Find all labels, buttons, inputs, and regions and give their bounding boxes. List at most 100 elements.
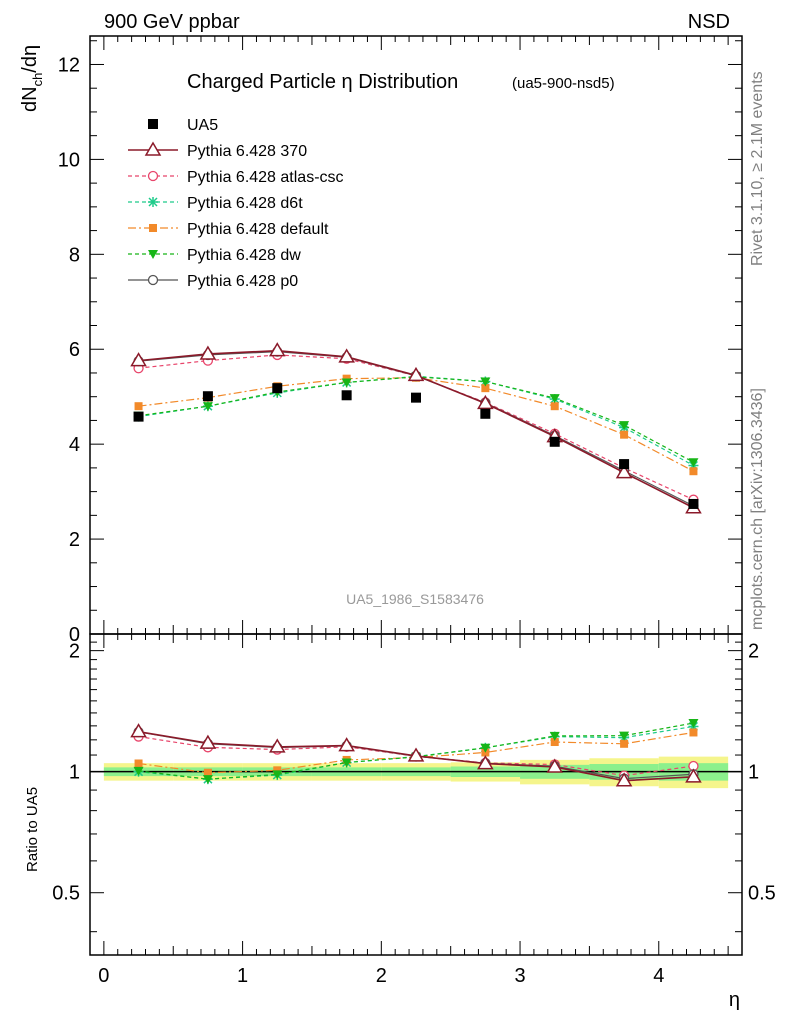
point-default [620, 430, 629, 439]
point-dw [688, 458, 699, 468]
legend-label: Pythia 6.428 p0 [187, 273, 298, 290]
analysis-watermark: UA5_1986_S1583476 [346, 591, 484, 607]
ratio-y-axis-title: Ratio to UA5 [24, 787, 41, 872]
data-point-ua5 [202, 391, 213, 402]
plot-title: Charged Particle η Distribution (ua5-900… [187, 71, 615, 93]
series-line-dw [138, 376, 694, 463]
panel-frames [89, 35, 743, 956]
point-default [689, 467, 698, 476]
legend-entry: Pythia 6.428 default [128, 221, 329, 238]
ratio-point-p370 [199, 734, 217, 749]
point-p370 [407, 366, 425, 382]
point-default [134, 402, 143, 411]
header-left: 900 GeV ppbar [104, 11, 240, 33]
data-point-ua5 [272, 383, 283, 394]
ratio-line-atlas [138, 735, 694, 777]
point-p370 [199, 345, 217, 360]
ratio-point-p370 [130, 723, 147, 738]
ratio-point-dw [619, 731, 630, 741]
data-point-ua5 [411, 392, 421, 403]
ratio-point-dw [202, 775, 213, 785]
ratio-line-dw [138, 722, 694, 780]
ratio-series-p370 [130, 723, 702, 787]
ratio-y-tick-label-right: 2 [748, 641, 759, 663]
y-tick-label: 2 [69, 529, 80, 551]
x-tick-label: 1 [237, 965, 248, 987]
point-p370 [477, 394, 494, 410]
y-tick-label: 0 [69, 624, 80, 646]
ratio-point-p370 [477, 755, 494, 770]
point-p370 [268, 342, 286, 357]
ratio-point-default [203, 768, 212, 777]
header-right: NSD [688, 11, 730, 33]
legend-entry: UA5 [148, 117, 218, 134]
y-tick-label: 8 [69, 244, 80, 266]
data-point-ua5 [341, 390, 352, 401]
ratio-point-p370 [407, 747, 425, 762]
legend-marker-p0 [147, 274, 159, 286]
series-line-default [138, 377, 694, 472]
legend-entry: Pythia 6.428 p0 [128, 273, 298, 290]
ratio-point-p370 [685, 768, 702, 783]
ratio-point-dw [272, 770, 283, 780]
rivet-version-label: Rivet 3.1.10, ≥ 2.1M events [749, 71, 766, 266]
legend-label: Pythia 6.428 370 [187, 143, 307, 160]
point-dw [341, 378, 352, 388]
ratio-y-tick-label-right: 0.5 [748, 883, 776, 905]
legend-label: UA5 [187, 117, 218, 134]
ratio-y-tick-label: 2 [69, 641, 80, 663]
legend-label: Pythia 6.428 default [187, 221, 329, 238]
y-tick-label: 4 [69, 434, 80, 456]
ratio-point-p370 [615, 772, 633, 787]
legend: UA5 Pythia 6.428 370 Pythia 6.428 atlas-cs… [128, 117, 344, 290]
legend-marker-dw [148, 250, 158, 259]
point-p370 [338, 348, 355, 363]
point-p370 [615, 464, 633, 479]
ratio-point-default [273, 766, 282, 775]
y-tick-label: 12 [58, 54, 80, 76]
ratio-point-p370 [338, 737, 355, 752]
ratio-y-tick-label-right: 1 [748, 762, 759, 784]
ratio-panel-series [130, 719, 702, 787]
ratio-series-dw [133, 719, 699, 785]
x-axis-title: η [729, 989, 740, 1011]
series-dw [133, 372, 699, 468]
series-line-d6t [138, 375, 694, 467]
chart-title: Charged Particle η Distribution [187, 71, 458, 93]
ratio-point-dw [133, 766, 144, 776]
series-ua5-data [133, 383, 699, 509]
ratio-panel-frame [89, 633, 743, 956]
data-point-ua5 [480, 408, 491, 419]
ratio-point-default [550, 738, 559, 747]
y-tick-label: 10 [58, 149, 80, 171]
legend-entry: Pythia 6.428 dw [128, 247, 301, 264]
point-default [481, 384, 490, 393]
ratio-point-p370 [546, 758, 564, 773]
legend-marker-atlas [147, 170, 159, 182]
x-tick-label: 4 [653, 965, 664, 987]
data-point-ua5 [549, 436, 560, 447]
data-point-ua5 [688, 498, 699, 509]
mcplots-credit-label: mcplots.cern.ch [arXiv:1306.3436] [749, 388, 766, 630]
legend-label: Pythia 6.428 atlas-csc [187, 169, 344, 186]
ratio-y-tick-label: 1 [69, 762, 80, 784]
series-default [134, 373, 698, 476]
ratio-point-p370 [268, 738, 286, 753]
point-dw [549, 394, 560, 404]
legend-entry: Pythia 6.428 370 [128, 141, 307, 160]
ratio-point-dw [480, 743, 491, 753]
legend-label: Pythia 6.428 dw [187, 247, 301, 264]
legend-marker-ua5 [148, 119, 158, 129]
y-axis-label: dNch/dη [19, 45, 45, 112]
legend-entry: Pythia 6.428 d6t [128, 195, 303, 212]
series-p370 [130, 342, 702, 514]
point-dw [619, 421, 630, 431]
point-dw [480, 377, 491, 387]
ratio-point-default [689, 728, 698, 737]
ratio-point-dw [341, 758, 352, 768]
main-panel-series [130, 342, 702, 514]
x-tick-label: 2 [376, 965, 387, 987]
ratio-point-default [620, 739, 629, 748]
